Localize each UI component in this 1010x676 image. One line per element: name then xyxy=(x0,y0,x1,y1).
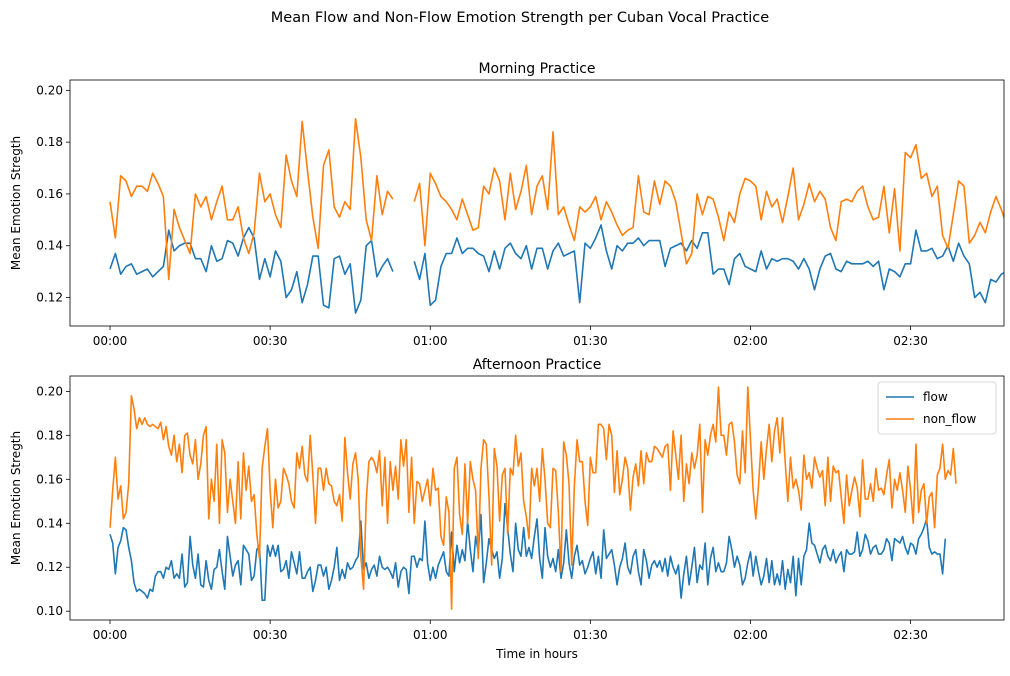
axes-frame xyxy=(69,79,1005,327)
subplot-title: Morning Practice xyxy=(478,61,595,77)
x-tick-label: 01:00 xyxy=(413,334,448,348)
legend: flow non_flow xyxy=(877,381,997,435)
plot-area xyxy=(109,386,957,610)
series-line-non-flow-segment-1 xyxy=(109,386,957,610)
y-tick-label: 0.16 xyxy=(36,472,63,486)
x-tick-label: 01:00 xyxy=(413,628,448,642)
x-tick-label: 01:30 xyxy=(573,334,608,348)
y-tick-label: 0.14 xyxy=(36,239,63,253)
series-line-flow-segment-2 xyxy=(413,224,1004,307)
x-axis-label: Time in hours xyxy=(495,647,578,661)
series-line-non-flow-segment-2 xyxy=(413,130,1004,265)
y-tick-label: 0.18 xyxy=(36,428,63,442)
plot-area xyxy=(109,118,1004,314)
y-tick-label: 0.12 xyxy=(36,291,63,305)
series-line-flow-segment-1 xyxy=(109,502,947,602)
y-tick-label: 0.18 xyxy=(36,135,63,149)
y-tick-label: 0.10 xyxy=(36,604,63,618)
x-tick-label: 02:00 xyxy=(733,334,768,348)
subplot-afternoon: 00:00 00:30 01:00 01:30 02:00 02:30 0.10 0.12 0.… xyxy=(9,357,1005,661)
x-tick-label: 02:30 xyxy=(893,334,928,348)
x-tick-label: 00:00 xyxy=(93,628,128,642)
series-line-flow-segment-1 xyxy=(109,226,394,314)
series-line-non-flow-segment-1 xyxy=(109,118,394,281)
legend-label-flow: flow xyxy=(923,390,948,404)
subplot-title: Afternoon Practice xyxy=(473,357,602,373)
y-tick-label: 0.20 xyxy=(36,384,63,398)
y-tick-label: 0.12 xyxy=(36,560,63,574)
x-tick-label: 02:00 xyxy=(733,628,768,642)
axes-frame xyxy=(69,375,1005,621)
legend-box xyxy=(877,381,997,435)
x-tick-label: 00:00 xyxy=(93,334,128,348)
figure-suptitle: Mean Flow and Non-Flow Emotion Strength … xyxy=(271,10,769,26)
x-tick-label: 00:30 xyxy=(253,628,288,642)
y-tick-label: 0.20 xyxy=(36,83,63,97)
y-tick-label: 0.14 xyxy=(36,516,63,530)
x-tick-label: 00:30 xyxy=(253,334,288,348)
y-tick-label: 0.16 xyxy=(36,187,63,201)
legend-label-non-flow: non_flow xyxy=(923,412,976,426)
x-tick-label: 02:30 xyxy=(893,628,928,642)
y-axis-label: Mean Emotion Stregth xyxy=(9,431,23,565)
x-tick-label: 01:30 xyxy=(573,628,608,642)
y-axis-label: Mean Emotion Stregth xyxy=(9,136,23,270)
subplot-morning: 00:00 00:30 01:00 01:30 02:00 02:30 0.12 0.14 0.… xyxy=(9,61,1005,348)
